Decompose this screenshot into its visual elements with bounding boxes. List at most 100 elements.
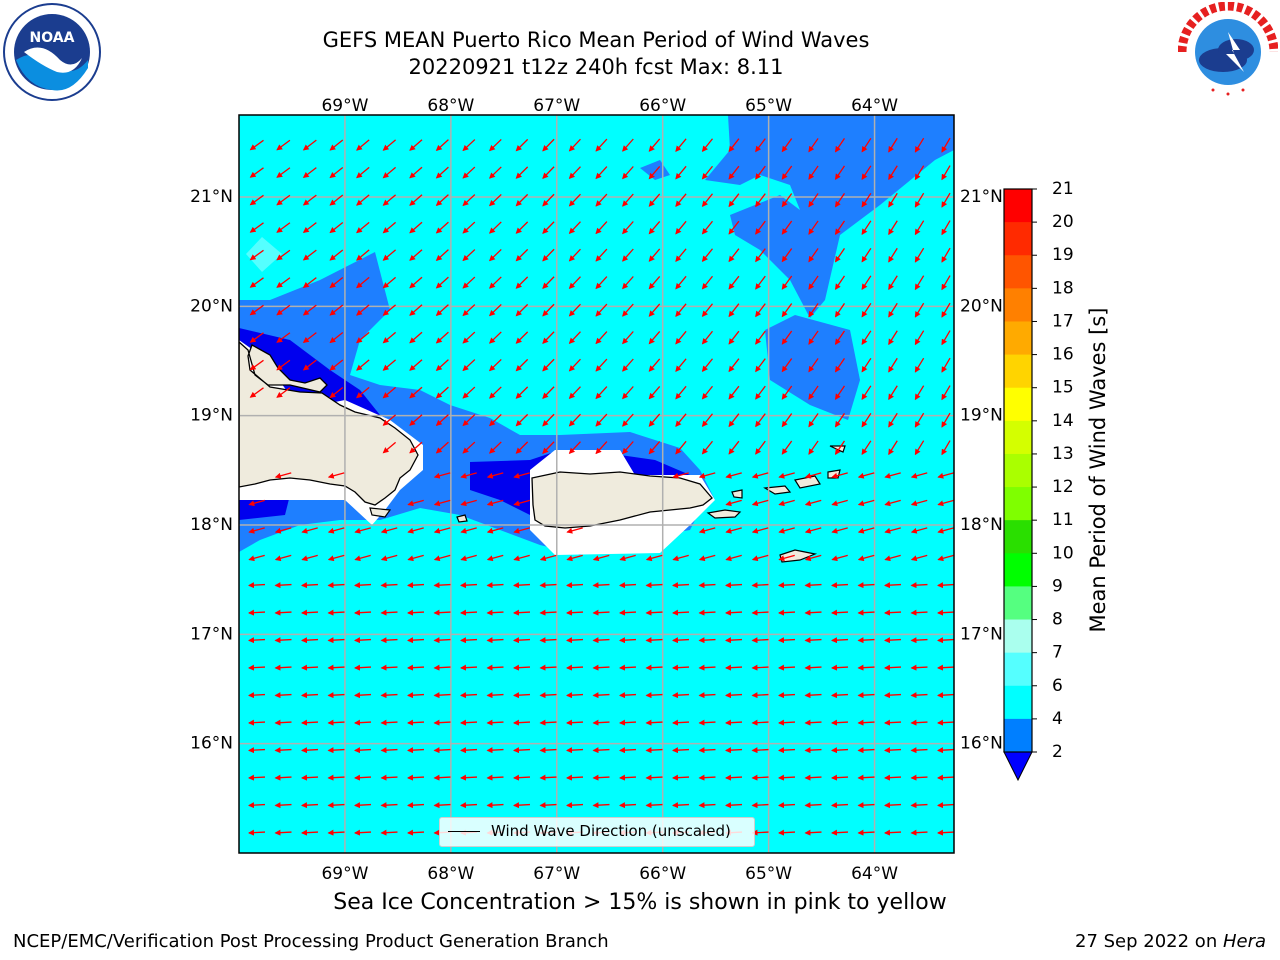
sea-ice-note: Sea Ice Concentration > 15% is shown in … [0, 890, 1280, 915]
wind-wave-arrow [700, 612, 716, 613]
wind-wave-arrow [408, 640, 424, 641]
wind-wave-arrow [885, 750, 901, 751]
wind-wave-arrow [620, 667, 636, 668]
wind-wave-arrow [859, 585, 875, 586]
lon-tick-label: 69°W [321, 864, 368, 884]
colorbar-segment [1004, 222, 1032, 256]
wind-wave-arrow [249, 695, 265, 696]
wind-wave-arrow [779, 667, 795, 668]
wind-wave-arrow [594, 612, 610, 613]
wind-wave-arrow [700, 777, 716, 778]
wind-wave-arrow [620, 750, 636, 751]
colorbar-segment [1004, 719, 1032, 753]
wind-wave-arrow [302, 722, 318, 723]
colorbar-tick-label: 12 [1052, 477, 1074, 497]
wind-wave-arrow [329, 750, 345, 751]
colorbar-tick-label: 19 [1052, 245, 1074, 265]
wind-wave-arrow [912, 722, 928, 723]
wind-wave-arrow [753, 750, 769, 751]
wind-wave-arrow [938, 640, 954, 641]
wind-wave-arrow [302, 585, 318, 586]
wind-wave-arrow [276, 805, 292, 806]
wind-wave-arrow [700, 585, 716, 586]
wind-wave-arrow [435, 585, 451, 586]
wind-wave-arrow [541, 722, 557, 723]
wind-wave-arrow [859, 640, 875, 641]
wind-wave-arrow [859, 667, 875, 668]
colorbar-segment [1004, 255, 1032, 289]
wind-wave-arrow [594, 750, 610, 751]
lon-tick-label: 67°W [533, 864, 580, 884]
wind-wave-arrow [859, 695, 875, 696]
lat-tick-label: 20°N [960, 296, 1003, 316]
wind-wave-arrow [355, 612, 371, 613]
wind-wave-arrow [514, 612, 530, 613]
wind-wave-arrow [620, 612, 636, 613]
colorbar-tick-label: 14 [1052, 411, 1074, 431]
wind-wave-arrow [832, 695, 848, 696]
wind-wave-arrow [276, 722, 292, 723]
wind-wave-arrow [779, 640, 795, 641]
wind-wave-arrow [249, 750, 265, 751]
wind-wave-arrow [832, 777, 848, 778]
wind-wave-arrow [753, 722, 769, 723]
wind-wave-arrow [912, 695, 928, 696]
wind-wave-arrow [461, 695, 477, 696]
wind-wave-arrow [726, 695, 742, 696]
wind-wave-arrow [302, 612, 318, 613]
wind-wave-arrow [647, 612, 663, 613]
wind-wave-arrow [435, 612, 451, 613]
colorbar-tick-label: 13 [1052, 444, 1074, 464]
wind-wave-arrow [594, 722, 610, 723]
wind-wave-arrow [885, 640, 901, 641]
wind-wave-arrow [779, 722, 795, 723]
wind-wave-arrow [806, 612, 822, 613]
wind-wave-arrow [514, 667, 530, 668]
wind-wave-arrow [408, 722, 424, 723]
wind-wave-arrow [514, 722, 530, 723]
wind-wave-arrow [355, 832, 371, 833]
footer-date-text: 27 Sep 2022 on [1075, 931, 1223, 952]
wind-wave-arrow [647, 667, 663, 668]
legend-label: Wind Wave Direction (unscaled) [491, 822, 731, 840]
wind-wave-arrow [753, 805, 769, 806]
colorbar-tick-label: 9 [1052, 576, 1063, 596]
wind-wave-arrow [647, 777, 663, 778]
wind-wave-arrow [567, 722, 583, 723]
wind-wave-arrow [726, 640, 742, 641]
wind-wave-arrow [355, 777, 371, 778]
wind-wave-arrow [514, 695, 530, 696]
wind-wave-arrow [594, 585, 610, 586]
wind-wave-arrow [488, 640, 504, 641]
lat-tick-label: 19°N [190, 406, 233, 426]
wind-wave-arrow [435, 805, 451, 806]
wind-wave-arrow [567, 612, 583, 613]
wind-wave-arrow [382, 667, 398, 668]
lon-tick-label: 64°W [851, 864, 898, 884]
colorbar-extend-triangle [1004, 752, 1032, 780]
wind-wave-arrow [726, 667, 742, 668]
wind-wave-arrow [912, 640, 928, 641]
wind-wave-arrow [329, 777, 345, 778]
wind-wave-arrow [938, 585, 954, 586]
colorbar-tick-label: 8 [1052, 610, 1063, 630]
lon-tick-label: 67°W [533, 96, 580, 116]
wind-wave-arrow [806, 722, 822, 723]
wind-wave-arrow [779, 750, 795, 751]
wind-wave-arrow [329, 832, 345, 833]
wind-wave-arrow [885, 667, 901, 668]
wind-wave-arrow [276, 695, 292, 696]
wind-wave-arrow [567, 805, 583, 806]
colorbar-tick-label: 10 [1052, 543, 1074, 563]
colorbar-segment [1004, 686, 1032, 720]
colorbar-segment [1004, 288, 1032, 322]
wind-wave-arrow [806, 750, 822, 751]
wind-wave-arrow [620, 640, 636, 641]
lat-tick-label: 17°N [190, 624, 233, 644]
colorbar-tick-label: 20 [1052, 212, 1074, 232]
wind-wave-arrow [302, 695, 318, 696]
map-plot-area [239, 115, 954, 853]
wind-wave-arrow [249, 832, 265, 833]
wind-wave-arrow [435, 722, 451, 723]
lon-tick-label: 64°W [851, 96, 898, 116]
